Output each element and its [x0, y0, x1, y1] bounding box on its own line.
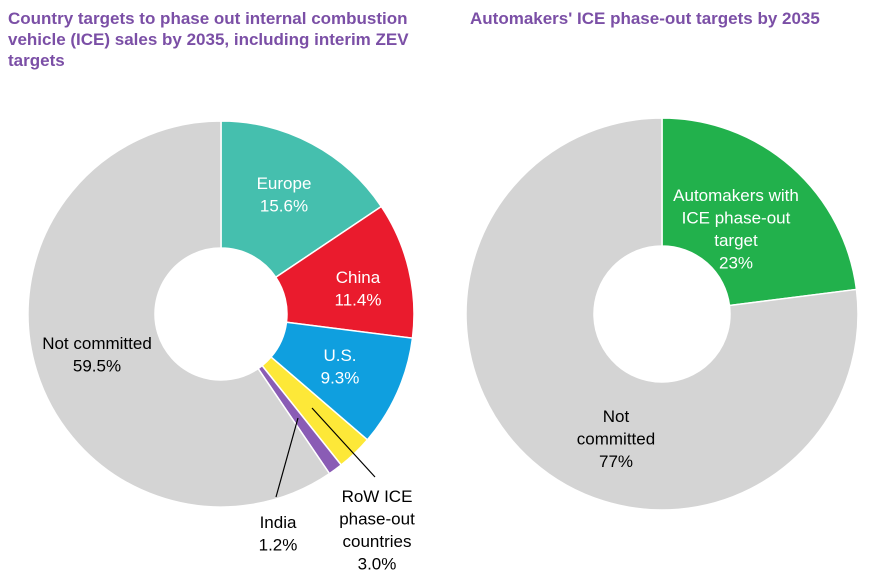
label-india: India 1.2%: [259, 513, 298, 555]
donut-chart-2: Automakers with ICE phase-out target 23% Not…: [465, 117, 859, 511]
label-row: RoW ICE phase-out countries 3.0%: [339, 487, 415, 574]
slice-not-committed: [465, 117, 859, 511]
label-us: U.S. 9.3%: [321, 346, 360, 388]
leader-line-row: [311, 407, 376, 478]
leader-line-india: [275, 417, 299, 498]
donut-chart-1: Europe 15.6% China 11.4% U.S. 9.3% RoW ICE phas…: [27, 120, 415, 574]
label-not-committed: Not committed 77%: [577, 407, 655, 471]
left-chart-title: Country targets to phase out internal co…: [8, 9, 409, 70]
slice-europe: [220, 120, 383, 279]
slice-china: [274, 205, 415, 340]
label-not-committed: Not committed 59.5%: [42, 334, 152, 376]
slice-not-committed: [27, 120, 331, 508]
label-europe: Europe 15.6%: [257, 174, 312, 216]
slice-automakers: [661, 117, 858, 307]
right-chart-title: Automakers' ICE phase-out targets by 203…: [470, 9, 820, 28]
label-automakers: Automakers with ICE phase-out target 23%: [673, 186, 799, 273]
label-china: China 11.4%: [335, 268, 382, 310]
